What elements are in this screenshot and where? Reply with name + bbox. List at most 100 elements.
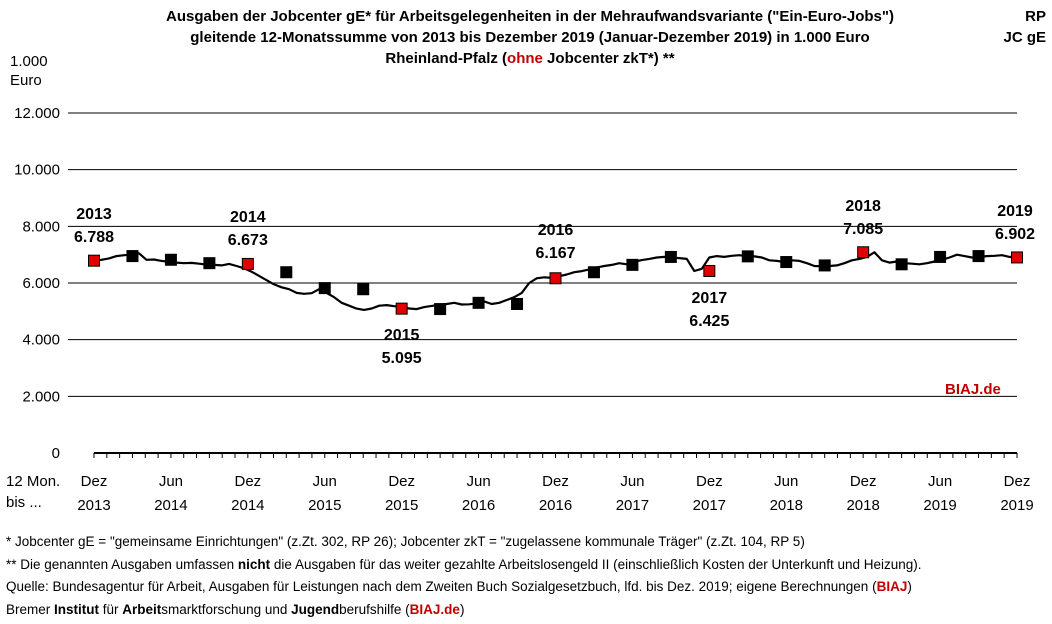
data-label-value: 6.902 [995,226,1035,243]
y-tick-label: 4.000 [22,332,60,349]
marker-black [972,250,985,263]
footnote-2-bold: nicht [237,556,271,572]
corner-line-1: RP [1025,8,1046,25]
marker-black [626,258,639,271]
x-tick-label-month: Jun [774,473,798,490]
x-tick-label-year: 2019 [923,497,956,514]
marker-black [895,258,908,271]
footnote-source-red: BIAJ [876,579,908,594]
footnote-source-post: ) [907,579,912,594]
footnotes: * Jobcenter gE = "gemeinsame Einrichtung… [6,531,922,621]
inst-c: für [99,601,123,617]
x-tick-label-month: Dez [81,473,108,490]
y-tick-label: 0 [52,445,60,462]
data-label-year: 2016 [538,222,574,239]
data-label-year: 2013 [76,206,112,223]
data-label-value: 6.167 [535,245,575,262]
data-label-year: 2019 [997,203,1033,220]
data-label-value: 5.095 [382,350,422,367]
x-tick-label-year: 2015 [385,497,418,514]
x-tick-label-year: 2018 [846,497,879,514]
marker-red [703,264,716,277]
x-tick-label-month: Dez [234,473,261,490]
title-line-3-red: ohne [507,50,543,67]
inst-a: Bremer [6,601,55,617]
footnote-2: ** Die genannten Ausgaben umfassen nicht… [6,554,922,577]
y-tick-label: 10.000 [14,162,60,179]
data-label-year: 2017 [692,290,728,307]
title-line-3: Rheinland-Pfalz (ohne Jobcenter zkT*) ** [120,48,940,69]
x-tick-label-year: 2015 [308,497,341,514]
footnote-2-pre: ** Die genannten Ausgaben umfassen [6,556,238,572]
marker-red [88,254,100,267]
marker-black [780,256,793,269]
x-tick-label-year: 2016 [539,497,572,514]
marker-black [164,253,177,266]
title-line-1: Ausgaben der Jobcenter gE* für Arbeitsge… [166,8,894,25]
marker-black [126,250,139,263]
x-tick-label-month: Dez [850,473,877,490]
x-axis-head-1: 12 Mon. [6,473,60,490]
inst-d: Arbeit [122,601,162,617]
footnote-source-pre: Quelle: Bundesagentur für Arbeit, Ausgab… [6,579,877,594]
footnote-2-post: die Ausgaben für das weiter gezahlte Arb… [270,556,922,572]
x-tick-label-month: Dez [388,473,415,490]
y-unit-line-2: Euro [10,72,42,89]
marker-red [857,246,870,259]
title-line-3-post: Jobcenter zkT*) ** [542,50,675,67]
marker-black [818,259,831,272]
chart-title: Ausgaben der Jobcenter gE* für Arbeitsge… [120,6,940,69]
marker-black [511,297,524,310]
x-axis-head-2: bis ... [6,494,42,511]
inst-b: Institut [54,601,100,617]
marker-black [318,282,331,295]
footnote-institute: Bremer Institut für Arbeitsmarktforschun… [6,599,922,622]
marker-red [549,272,562,285]
x-tick-label-month: Jun [620,473,644,490]
marker-black [203,257,216,270]
title-line-3-pre: Rheinland-Pfalz ( [385,50,508,67]
y-axis-unit: 1.000 Euro [10,52,48,90]
corner-line-2: JC gE [1003,29,1046,46]
data-label-year: 2014 [230,209,266,226]
x-tick-label-month: Jun [159,473,183,490]
y-tick-label: 6.000 [22,275,60,292]
corner-label: RP JC gE [1003,6,1046,48]
y-tick-label: 8.000 [22,218,60,235]
x-tick-label-month: Dez [1004,473,1031,490]
x-tick-label-year: 2013 [77,497,110,514]
y-tick-label: 2.000 [22,388,60,405]
marker-black [472,296,485,309]
x-tick-label-month: Jun [466,473,490,490]
data-label-value: 7.085 [843,221,883,238]
marker-black [741,250,754,263]
inst-e: smarktforschung und [161,601,292,617]
x-tick-label-year: 2014 [154,497,187,514]
marker-red [241,257,254,270]
data-label-value: 6.425 [689,313,729,330]
x-tick-label-year: 2018 [770,497,803,514]
x-tick-label-year: 2016 [462,497,495,514]
marker-black [664,250,677,263]
line-chart: 0 2.000 4.000 6.000 8.000 10.000 12.000 Dez 2013… [6,105,1035,514]
x-tick-label-year: 2019 [1000,497,1033,514]
x-tick-label-month: Dez [542,473,569,490]
x-tick-label-month: Dez [696,473,723,490]
data-label-value: 6.788 [74,229,114,246]
marker-black [434,303,447,316]
inst-g: berufshilfe ( [339,601,410,617]
x-tick-label-year: 2017 [616,497,649,514]
title-line-2: gleitende 12-Monatssumme von 2013 bis De… [190,29,870,46]
y-tick-label: 12.000 [14,105,60,122]
footnote-1: * Jobcenter gE = "gemeinsame Einrichtung… [6,534,805,549]
inst-f: Jugend [291,601,340,617]
footnote-source: Quelle: Bundesagentur für Arbeit, Ausgab… [6,576,922,599]
marker-black [280,266,293,279]
watermark: BIAJ.de [945,381,1001,398]
x-tick-label-year: 2014 [231,497,264,514]
marker-red [395,302,408,315]
data-label-value: 6.673 [228,232,268,249]
x-tick-label-month: Jun [928,473,952,490]
data-label-year: 2018 [845,198,881,215]
y-unit-line-1: 1.000 [10,53,48,70]
